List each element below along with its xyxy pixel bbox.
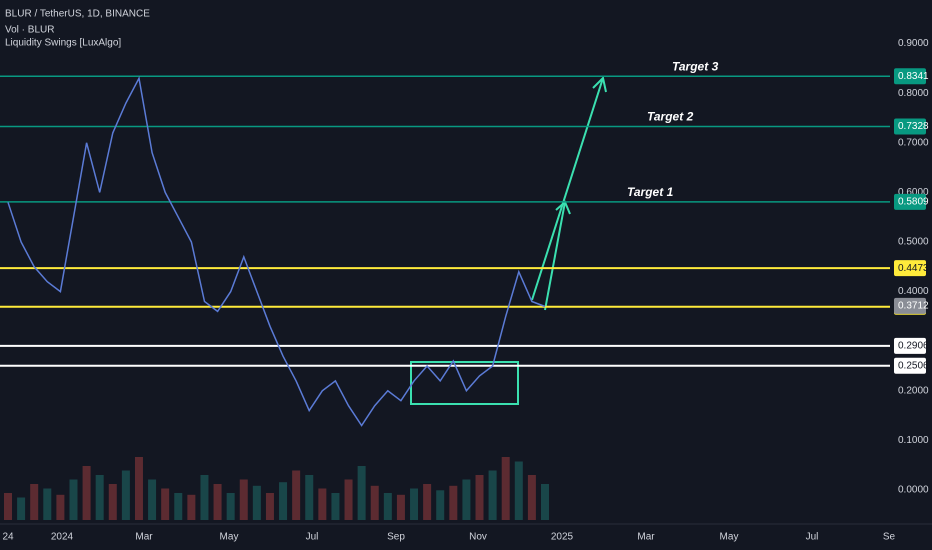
volume-bar <box>213 484 222 520</box>
volume-bar <box>56 494 65 520</box>
price-tick-label: 0.6000 <box>898 187 929 198</box>
level-badge <box>894 337 926 354</box>
volume-bar <box>43 488 52 520</box>
volume-bar <box>501 457 510 520</box>
price-tick-label: 0.1000 <box>898 435 929 446</box>
time-label: Nov <box>469 532 487 543</box>
volume-bar <box>514 461 523 520</box>
target-label: Target 2 <box>647 110 694 124</box>
volume-bar <box>187 494 196 520</box>
target-label: Target 1 <box>627 185 674 199</box>
indicator: Liquidity Swings [LuxAlgo] <box>5 38 121 49</box>
time-label: Jul <box>806 532 819 543</box>
time-label: May <box>220 532 239 543</box>
level-label: 0.2906 <box>898 341 929 352</box>
level-badge <box>894 68 926 85</box>
arrow <box>544 201 566 311</box>
level-label: 0.4473 <box>898 263 929 274</box>
volume-bar <box>527 475 536 520</box>
volume-bar <box>410 488 419 520</box>
volume-bar <box>357 466 366 520</box>
volume-bar <box>423 484 432 520</box>
volume-bar <box>69 479 78 520</box>
volume-bar <box>436 490 445 520</box>
volume-bar <box>383 493 392 520</box>
volume-bar <box>134 457 143 520</box>
last-price-label: 0.3712 <box>898 301 929 312</box>
volume-bar <box>318 488 327 520</box>
volume-bar <box>161 488 170 520</box>
time-label: 24 <box>2 532 14 543</box>
time-label: Mar <box>135 532 153 543</box>
range-box <box>410 361 519 405</box>
arrow-head <box>592 75 607 93</box>
volume-bar <box>108 484 117 520</box>
level-badge <box>894 118 926 135</box>
price-tick-label: 0.2000 <box>898 385 929 396</box>
level-label: 0.5809 <box>898 197 929 208</box>
volume-bar <box>226 493 235 520</box>
symbol: BLUR / TetherUS, 1D, BINANCE <box>5 9 150 20</box>
level-label: 0.2506 <box>898 360 929 371</box>
time-label: 2025 <box>551 532 574 543</box>
volume-bar <box>541 484 549 520</box>
volume-bar <box>30 484 39 520</box>
volume-bar <box>488 470 497 520</box>
price-tick-label: 0.0000 <box>898 485 929 496</box>
volume-bar <box>279 482 288 520</box>
volume-bar <box>4 493 12 520</box>
time-label: Sep <box>387 532 405 543</box>
price-tick-label: 0.7000 <box>898 137 929 148</box>
level-badge <box>894 193 926 210</box>
volume-bar <box>200 475 209 520</box>
price-tick-label: 0.9000 <box>898 38 929 49</box>
last-price-badge <box>894 297 926 314</box>
volume-bar <box>396 494 405 520</box>
volume-bar <box>121 470 130 520</box>
volume-bar <box>82 466 91 520</box>
volume-bar <box>239 479 248 520</box>
time-label: Jul <box>306 532 319 543</box>
price-tick-label: 0.4000 <box>898 286 929 297</box>
volume-bar <box>265 493 274 520</box>
volume-bar <box>475 475 484 520</box>
target-label: Target 3 <box>672 59 719 73</box>
arrow <box>531 77 604 301</box>
level-badge <box>894 260 926 277</box>
volume-bar <box>148 479 157 520</box>
level-label: 0.7328 <box>898 121 929 132</box>
volume-bar <box>331 493 340 520</box>
volume-bar <box>344 479 353 520</box>
volume-bar <box>449 485 458 520</box>
volume-bar <box>174 493 183 520</box>
indicator: Vol · BLUR <box>5 25 54 36</box>
time-label: 2024 <box>51 532 74 543</box>
time-label: May <box>720 532 739 543</box>
price-tick-label: 0.5000 <box>898 237 929 248</box>
time-label: Mar <box>637 532 655 543</box>
volume-bar <box>462 479 471 520</box>
volume-bar <box>95 475 104 520</box>
volume-bar <box>292 470 301 520</box>
level-badge <box>894 357 926 374</box>
volume-bar <box>17 497 26 520</box>
price-line <box>7 76 546 427</box>
level-label: 0.8341 <box>898 71 929 82</box>
volume-bar <box>252 485 261 520</box>
price-tick-label: 0.8000 <box>898 88 929 99</box>
volume-bar <box>305 475 314 520</box>
time-label: Se <box>883 532 896 543</box>
volume-bar <box>370 485 379 520</box>
